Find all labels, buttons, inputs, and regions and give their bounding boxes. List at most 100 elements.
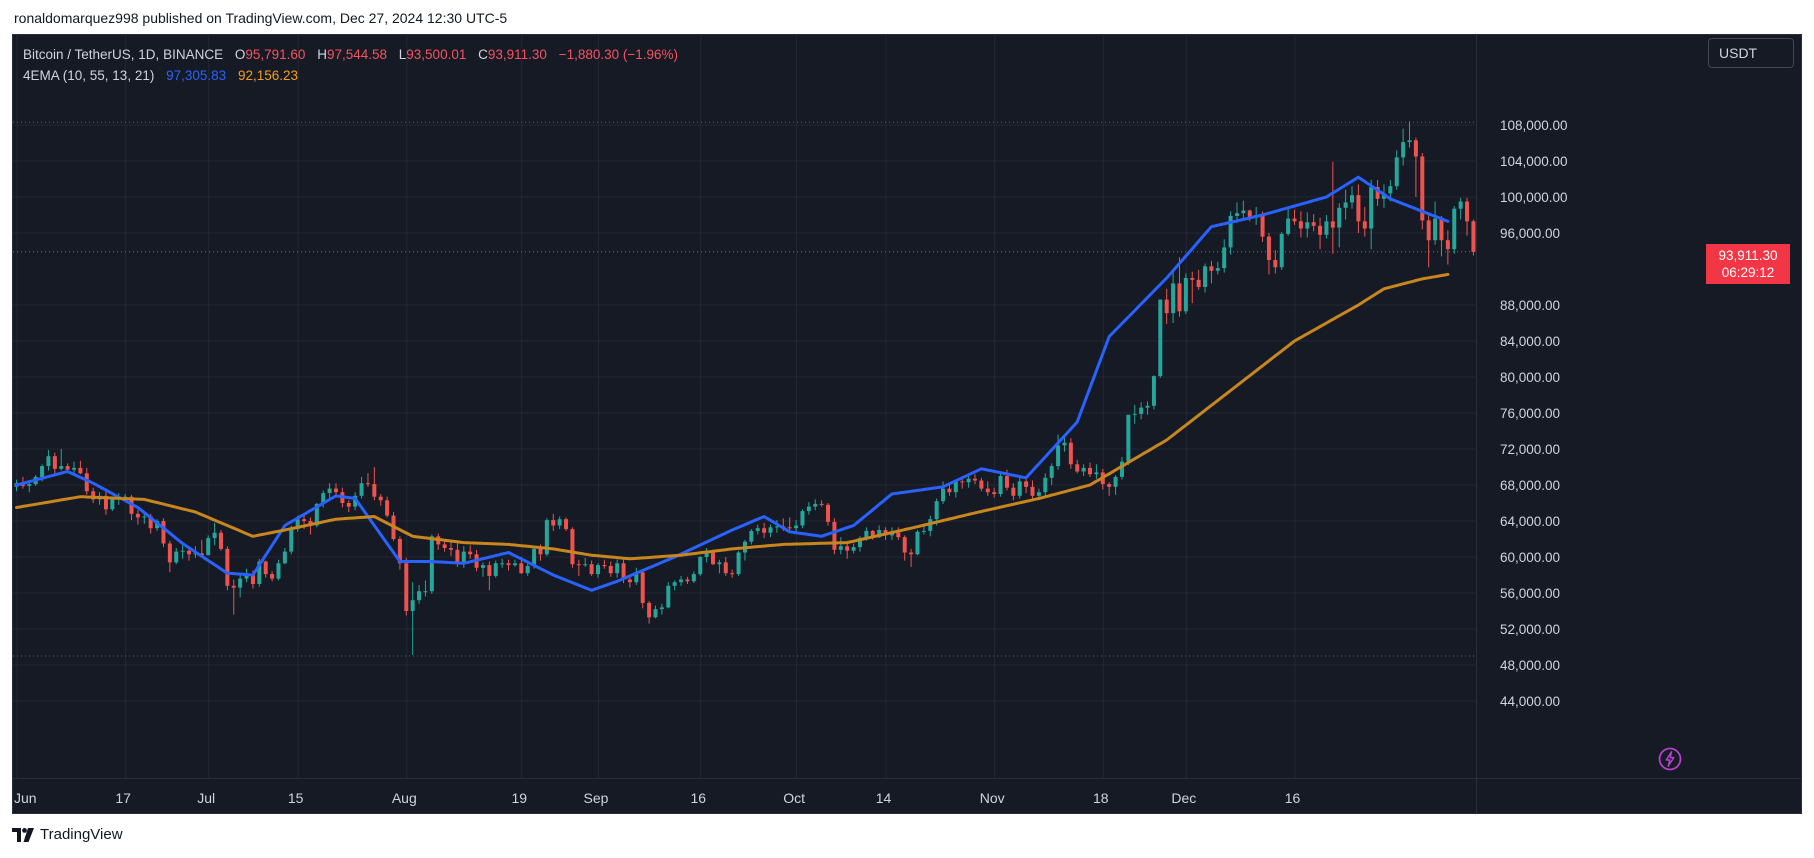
candle-up bbox=[1113, 475, 1118, 495]
candle-up bbox=[353, 492, 358, 511]
candle-up bbox=[1017, 476, 1022, 499]
candle-body bbox=[46, 456, 51, 467]
time-axis-label: Jul bbox=[197, 790, 215, 806]
low-label: L bbox=[398, 47, 407, 62]
candle-body bbox=[608, 566, 613, 574]
time-axis-label: 16 bbox=[690, 790, 706, 806]
price-axis-label: 48,000.00 bbox=[1500, 658, 1560, 673]
candle-body bbox=[1094, 472, 1099, 475]
candle-body bbox=[193, 553, 198, 555]
candle-body bbox=[813, 503, 818, 507]
candle-body bbox=[1241, 210, 1246, 214]
candle-body bbox=[359, 483, 364, 496]
candle-down bbox=[1298, 211, 1303, 238]
candle-body bbox=[602, 565, 607, 567]
candle-body bbox=[1049, 466, 1054, 478]
candle-body bbox=[1362, 221, 1367, 229]
candle-down bbox=[973, 474, 977, 485]
candle-up bbox=[1094, 464, 1099, 479]
candle-down bbox=[985, 481, 990, 496]
candle-body bbox=[1158, 299, 1163, 377]
candle-body bbox=[755, 528, 760, 531]
candle-down bbox=[231, 579, 236, 615]
candle-body bbox=[1318, 225, 1323, 235]
candle-down bbox=[199, 539, 204, 557]
chart-pane[interactable]: 44,000.00 48,000.00 52,000.00 56,000.00 60,0… bbox=[12, 34, 1802, 814]
price-axis-label: 60,000.00 bbox=[1500, 550, 1560, 565]
candle-body bbox=[225, 548, 230, 586]
candle-up bbox=[276, 559, 281, 581]
candle-down bbox=[372, 467, 377, 501]
candle-up bbox=[806, 502, 811, 515]
candle-body bbox=[909, 552, 914, 555]
candle-body bbox=[1107, 484, 1112, 487]
candle-up bbox=[813, 499, 818, 511]
candle-up bbox=[1350, 186, 1355, 209]
candle-down bbox=[167, 540, 172, 573]
candle-body bbox=[1388, 186, 1393, 194]
candle-down bbox=[1024, 478, 1029, 494]
candle-body bbox=[1260, 215, 1265, 237]
candle-body bbox=[1330, 221, 1335, 228]
candle-body bbox=[627, 579, 632, 583]
candle-down bbox=[1088, 462, 1093, 477]
candle-body bbox=[1439, 218, 1444, 241]
candle-down bbox=[902, 535, 907, 561]
currency-button[interactable]: USDT bbox=[1708, 38, 1794, 68]
candlestick-chart[interactable]: 44,000.00 48,000.00 52,000.00 56,000.00 60,0… bbox=[13, 35, 1802, 814]
candle-down bbox=[1190, 271, 1195, 304]
candle-down bbox=[826, 503, 831, 526]
price-axis-label: 96,000.00 bbox=[1500, 226, 1560, 241]
price-axis-label: 52,000.00 bbox=[1500, 622, 1560, 637]
candle-body bbox=[1343, 202, 1348, 208]
time-axis-label: Oct bbox=[783, 790, 805, 806]
candle-down bbox=[1030, 480, 1035, 502]
price-axis-label: 44,000.00 bbox=[1500, 694, 1560, 709]
ema-fast-value: 97,305.83 bbox=[166, 68, 227, 83]
candle-body bbox=[1369, 187, 1374, 229]
candle-up bbox=[755, 524, 760, 535]
candle-body bbox=[794, 525, 799, 529]
ema-fast-line bbox=[15, 175, 1450, 592]
candle-down bbox=[1318, 217, 1323, 250]
candle-down bbox=[589, 560, 594, 576]
candle-body bbox=[84, 473, 89, 492]
candle-up bbox=[500, 558, 505, 568]
candle-up bbox=[998, 472, 1003, 497]
candle-body bbox=[762, 528, 767, 533]
candle-down bbox=[449, 541, 454, 557]
lightning-icon[interactable] bbox=[1658, 747, 1682, 771]
tradingview-logo[interactable]: TradingView bbox=[12, 826, 123, 843]
candle-body bbox=[142, 516, 147, 518]
candle-body bbox=[570, 529, 575, 565]
candle-body bbox=[174, 551, 179, 563]
candle-body bbox=[1164, 299, 1169, 314]
candle-down bbox=[397, 536, 402, 570]
candle-body bbox=[1171, 283, 1176, 314]
candle-body bbox=[346, 503, 351, 507]
candle-up bbox=[1394, 150, 1399, 190]
candle-body bbox=[826, 504, 831, 522]
candle-down bbox=[992, 487, 997, 498]
candle-body bbox=[270, 574, 275, 579]
last-price-tag: 93,911.30 06:29:12 bbox=[1706, 244, 1790, 284]
candle-up bbox=[46, 449, 51, 471]
candle-body bbox=[1413, 140, 1418, 157]
candle-body bbox=[378, 496, 383, 501]
candle-body bbox=[410, 600, 415, 611]
indicator-title[interactable]: 4EMA (10, 55, 13, 21) bbox=[23, 68, 155, 83]
candle-up bbox=[493, 560, 498, 578]
candle-body bbox=[1228, 215, 1233, 248]
symbol-title[interactable]: Bitcoin / TetherUS, 1D, BINANCE bbox=[23, 47, 224, 62]
candle-up bbox=[1158, 299, 1163, 378]
candle-body bbox=[1247, 210, 1252, 218]
candle-down bbox=[378, 494, 383, 506]
candle-down bbox=[730, 569, 735, 578]
price-axis-label: 88,000.00 bbox=[1500, 298, 1560, 313]
bar-countdown: 06:29:12 bbox=[1721, 265, 1775, 280]
candle-body bbox=[672, 582, 677, 586]
candle-body bbox=[647, 602, 652, 618]
candle-body bbox=[800, 511, 805, 526]
time-axis-label: 14 bbox=[876, 790, 892, 806]
high-label: H bbox=[317, 47, 327, 62]
